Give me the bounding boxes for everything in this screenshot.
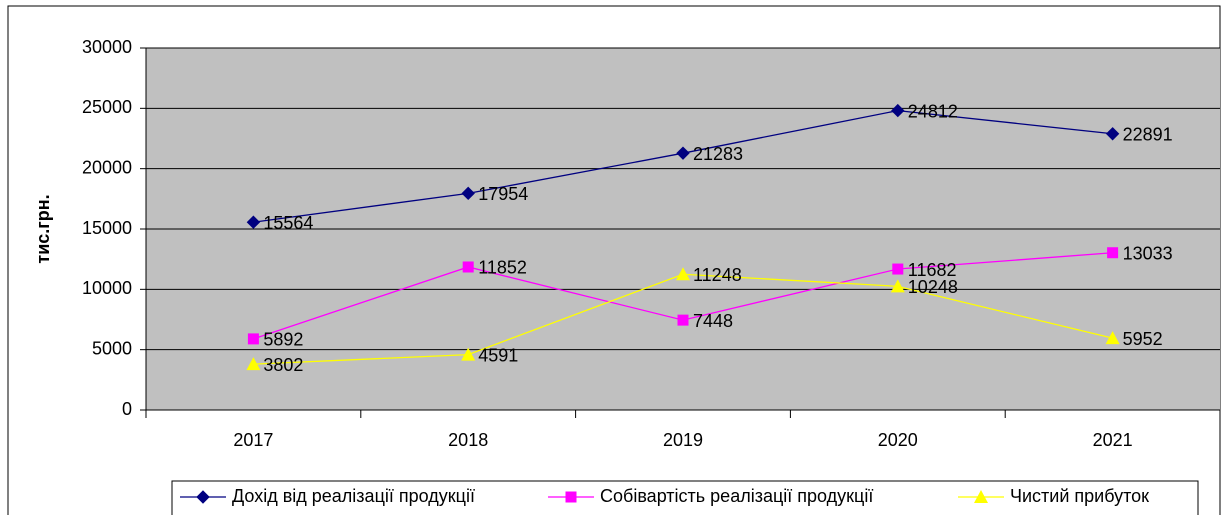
data-label: 3802	[263, 355, 303, 375]
marker	[1107, 247, 1119, 259]
x-tick-label: 2019	[663, 430, 703, 450]
marker	[462, 261, 474, 273]
y-axis-label: тис.грн.	[33, 194, 53, 263]
x-tick-label: 2020	[878, 430, 918, 450]
x-tick-label: 2018	[448, 430, 488, 450]
data-label: 21283	[693, 144, 743, 164]
data-label: 13033	[1123, 243, 1173, 263]
y-tick-label: 25000	[82, 97, 132, 117]
data-label: 22891	[1123, 125, 1173, 145]
marker	[461, 186, 475, 201]
marker	[565, 491, 577, 503]
legend-label: Дохід від реалізації продукції	[232, 486, 475, 506]
data-label: 11682	[908, 260, 957, 280]
data-label: 7448	[693, 311, 733, 331]
marker	[892, 263, 904, 275]
data-label: 11248	[693, 265, 742, 285]
y-tick-label: 0	[122, 399, 132, 419]
x-tick-label: 2021	[1093, 430, 1133, 450]
data-label: 17954	[478, 184, 528, 204]
marker	[1105, 127, 1120, 141]
y-tick-label: 30000	[82, 37, 132, 57]
data-label: 5892	[263, 330, 303, 350]
data-label: 10248	[908, 277, 958, 297]
marker	[974, 490, 988, 503]
marker	[1105, 331, 1120, 345]
data-label: 11852	[478, 258, 527, 278]
y-tick-label: 10000	[82, 278, 132, 298]
marker	[246, 215, 261, 229]
marker	[196, 490, 210, 504]
marker	[890, 279, 905, 293]
marker	[676, 146, 690, 160]
data-label: 15564	[263, 213, 313, 233]
marker	[891, 103, 905, 118]
legend-label: Собівартість реалізації продукції	[600, 486, 873, 506]
y-tick-label: 20000	[82, 157, 132, 177]
marker	[461, 347, 476, 361]
y-tick-label: 5000	[92, 338, 132, 358]
marker	[246, 357, 261, 371]
marker	[247, 333, 259, 345]
x-tick-label: 2017	[233, 430, 273, 450]
y-tick-label: 15000	[82, 218, 132, 238]
data-label: 4591	[478, 345, 518, 365]
legend-frame	[171, 480, 1199, 515]
legend-label: Чистий прибуток	[1010, 486, 1149, 506]
data-label: 5952	[1123, 329, 1163, 349]
data-label: 24812	[908, 101, 958, 121]
marker	[676, 267, 690, 281]
marker	[677, 314, 689, 326]
